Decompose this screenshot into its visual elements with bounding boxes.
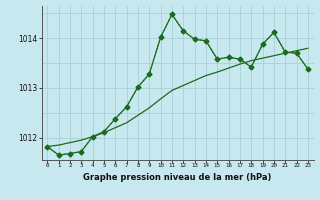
X-axis label: Graphe pression niveau de la mer (hPa): Graphe pression niveau de la mer (hPa) bbox=[84, 173, 272, 182]
